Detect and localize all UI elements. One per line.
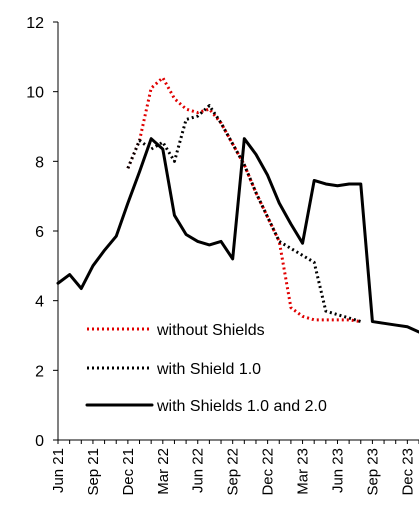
y-tick-label: 8 (35, 154, 44, 171)
x-tick-label: Dec 21 (120, 448, 137, 496)
x-tick-label: Dec 22 (260, 448, 277, 496)
series-line-1 (126, 76, 361, 324)
y-tick-label: 4 (35, 294, 44, 311)
legend: without Shields with Shield 1.0 with Shiel… (85, 322, 327, 415)
series-line-3 (56, 137, 419, 334)
x-tick-label: Sep 22 (225, 448, 242, 496)
legend-label: without Shields (156, 322, 265, 339)
axes: 0 2 4 6 8 10 12 Jun 21 Sep 21 Dec 21 Mar 22 Jun 22 S… (26, 15, 419, 496)
legend-label: with Shield 1.0 (156, 361, 261, 378)
x-tick-label: Mar 23 (295, 448, 312, 495)
y-tick-label: 6 (35, 224, 44, 241)
series-lines (56, 76, 419, 334)
x-tick-label: Jun 22 (190, 448, 207, 493)
y-tick-label: 2 (35, 363, 44, 380)
x-tick-label: Sep 21 (85, 448, 102, 496)
x-tick-label: Jun 23 (329, 448, 346, 493)
x-tick-label: Sep 23 (364, 448, 381, 496)
y-tick-label: 12 (26, 15, 44, 32)
x-tick-label: Jun 21 (50, 448, 67, 493)
y-tick-label: 10 (26, 85, 44, 102)
series-line-2 (126, 104, 362, 324)
legend-label: with Shields 1.0 and 2.0 (156, 398, 327, 415)
x-tick-label: Mar 22 (155, 448, 172, 495)
y-tick-label: 0 (35, 433, 44, 450)
x-tick-label: Dec 23 (399, 448, 416, 496)
